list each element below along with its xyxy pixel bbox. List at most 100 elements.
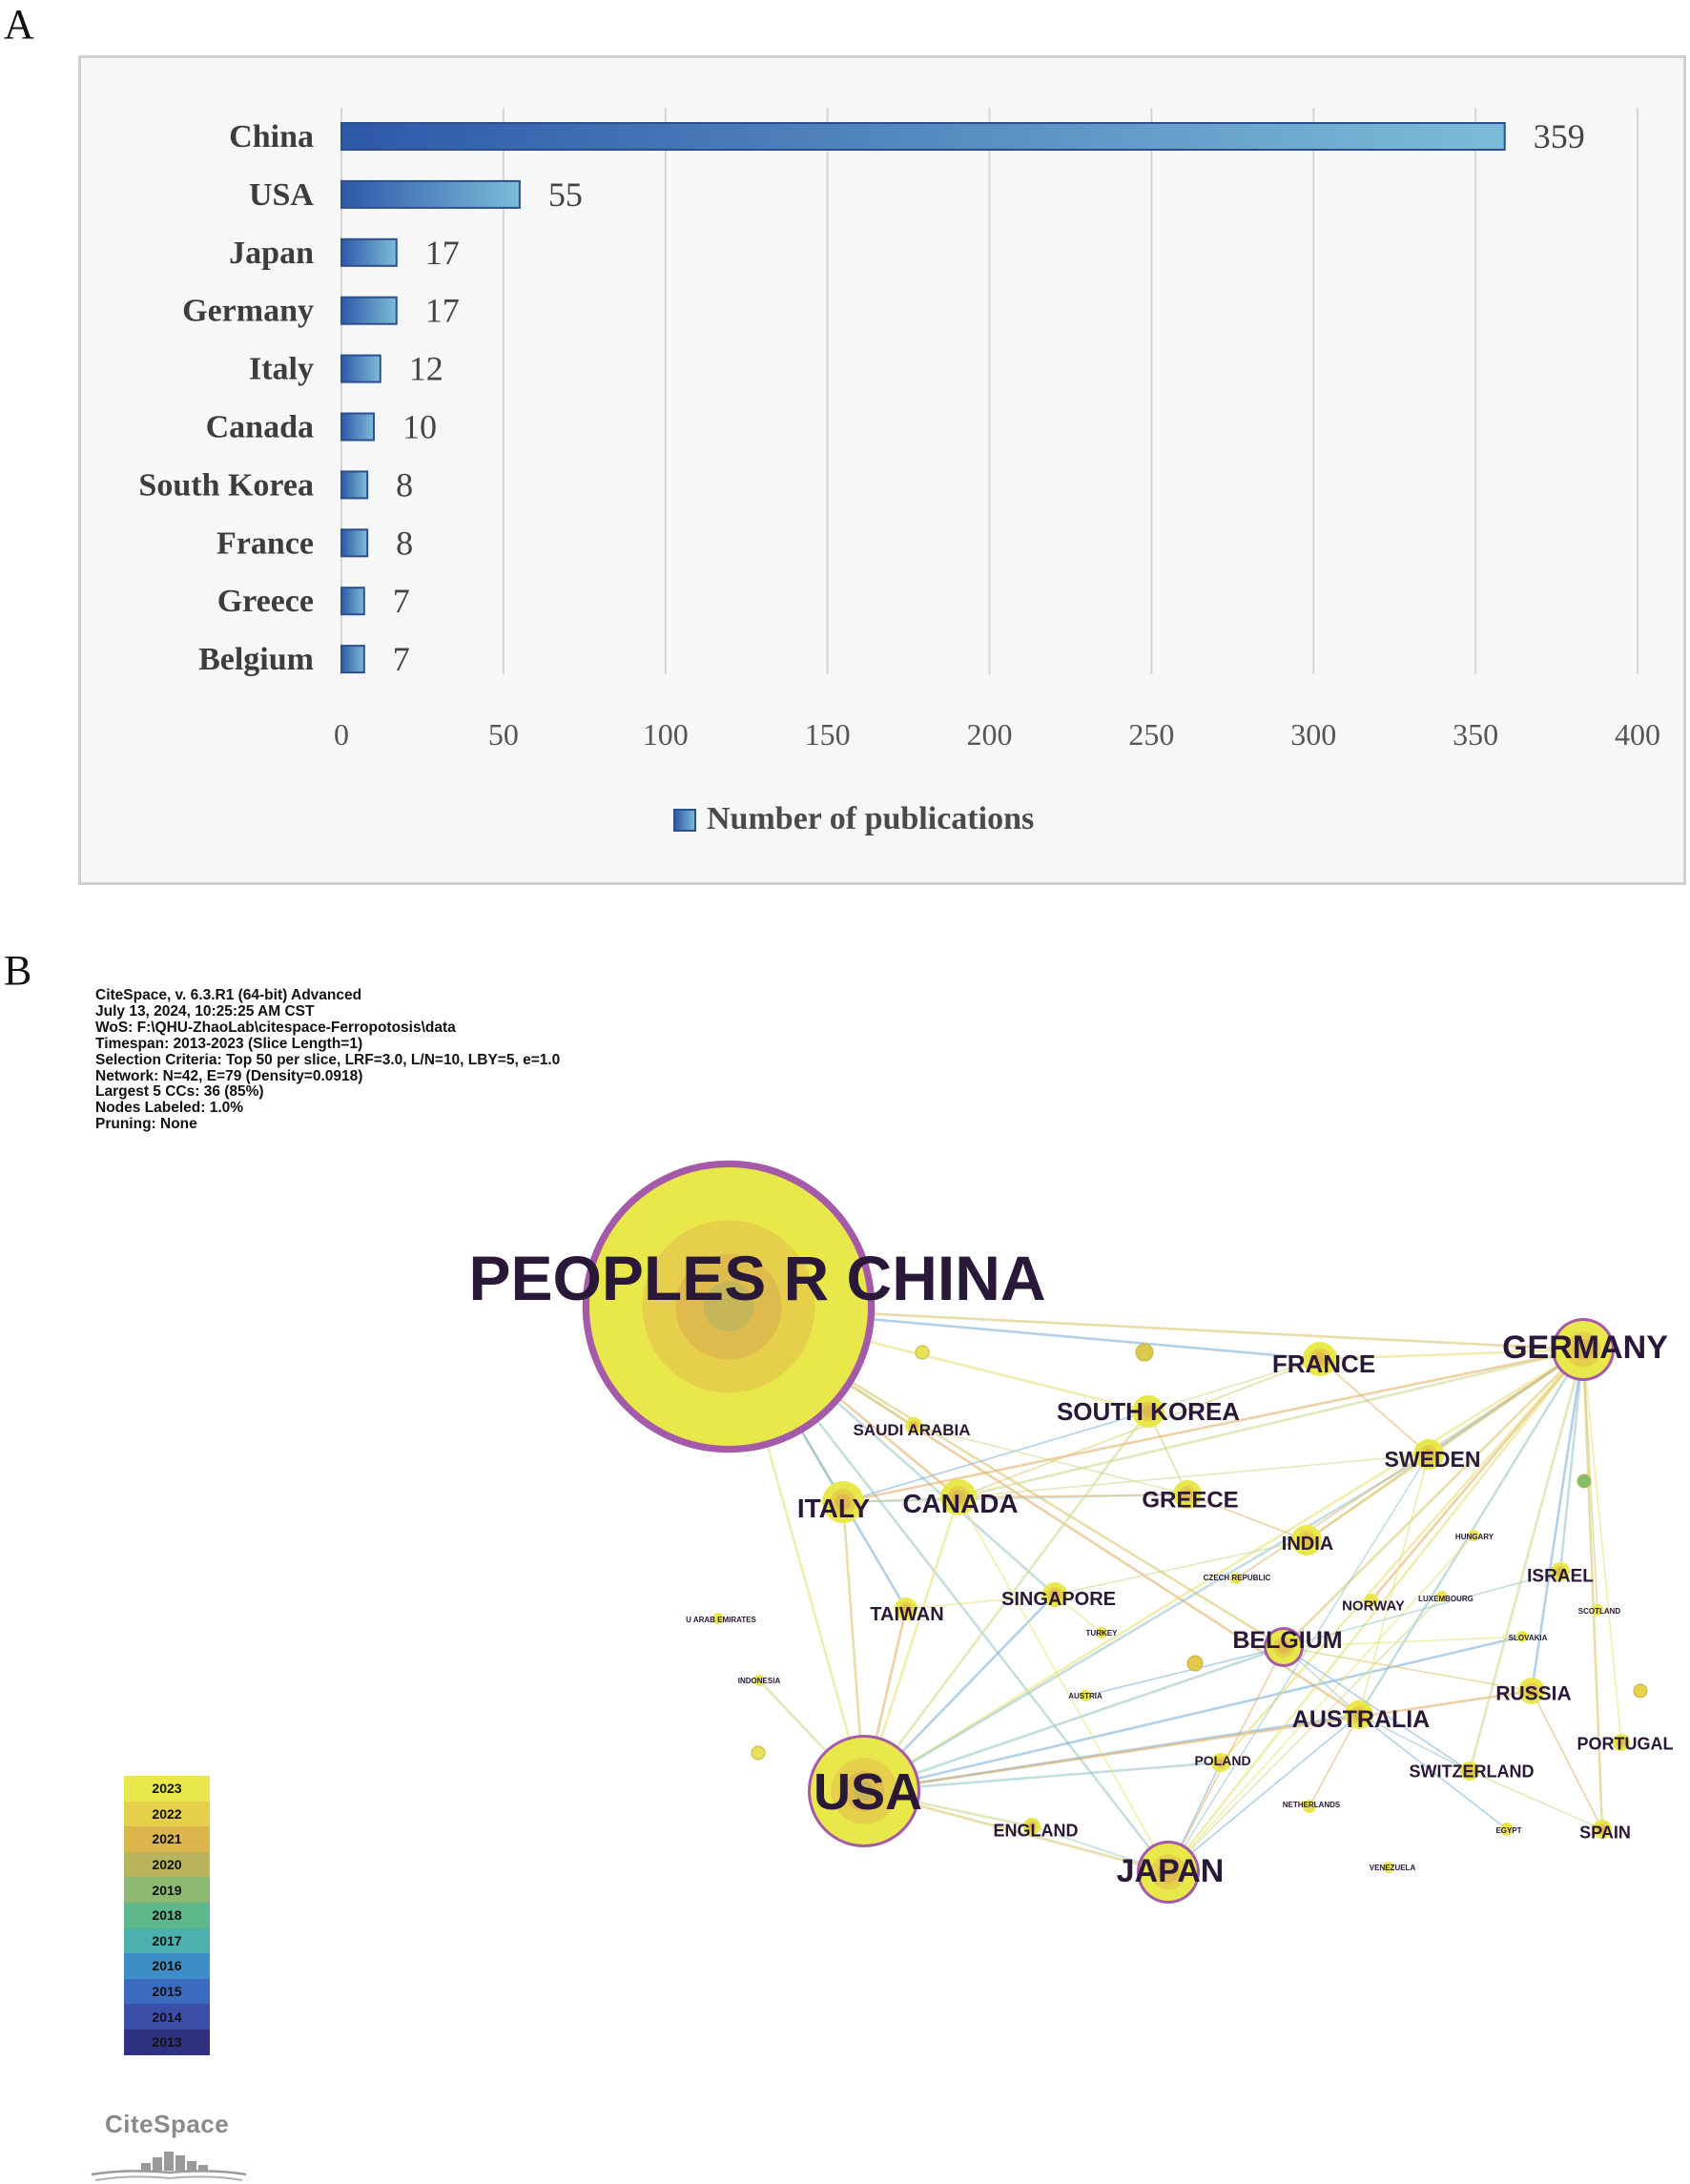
data-label: 7 xyxy=(393,582,410,620)
bar xyxy=(340,354,381,383)
logo-text: CiteSpace xyxy=(105,2110,230,2138)
edge xyxy=(1358,1453,1430,1716)
network-node xyxy=(808,1735,920,1847)
data-label: 359 xyxy=(1534,117,1585,155)
node-label: AUSTRALIA xyxy=(1292,1706,1430,1733)
node-label: JAPAN xyxy=(1117,1853,1225,1889)
network-node xyxy=(1593,1820,1612,1839)
node-ring-2021 xyxy=(1572,1338,1595,1361)
network-node xyxy=(940,1479,977,1515)
edge xyxy=(1358,1714,1471,1772)
edge xyxy=(958,1358,1321,1498)
category-label: Canada xyxy=(206,410,314,445)
header-line: Network: N=42, E=79 (Density=0.0918) xyxy=(95,1067,363,1084)
node-label: BELGIUM xyxy=(1232,1627,1342,1654)
header-line: Selection Criteria: Top 50 per slice, LR… xyxy=(95,1051,561,1068)
edge xyxy=(1186,1494,1308,1541)
x-tick-label: 250 xyxy=(1128,717,1174,752)
country-network: PEOPLES R CHINA GERMANY FRANCE SOUTH KOREA S… xyxy=(468,1160,1674,1904)
header-line: Nodes Labeled: 1.0% xyxy=(95,1100,244,1117)
node-ring-2021 xyxy=(1422,1448,1435,1461)
network-node xyxy=(822,1481,864,1523)
edge xyxy=(958,1453,1430,1498)
node-ring-2021 xyxy=(1142,1405,1155,1418)
bar-chart-panel: 0 50 100 150 200 250 300 350 400 China 359 USA 55 Jap… xyxy=(78,55,1686,885)
data-label: 17 xyxy=(425,292,460,330)
node-label: CZECH REPUBLIC xyxy=(1204,1574,1271,1582)
node-labels: PEOPLES R CHINA GERMANY FRANCE SOUTH KOREA S… xyxy=(468,1243,1673,1889)
node-ring-2021 xyxy=(835,1494,852,1511)
legend-year: 2021 xyxy=(124,1826,210,1852)
node-ring-2021 xyxy=(1182,1489,1193,1500)
nodes xyxy=(582,1160,1648,1904)
bar xyxy=(340,122,1506,151)
header-line: WoS: F:\QHU-ZhaoLab\citespace-Ferropotos… xyxy=(95,1019,456,1036)
edge xyxy=(1319,1348,1584,1361)
node-label: LUXEMBOURG xyxy=(1418,1595,1474,1603)
network-node xyxy=(1413,1439,1444,1470)
node-label: TURKEY xyxy=(1086,1629,1119,1638)
node-label: U ARAB EMIRATES xyxy=(686,1616,756,1624)
edge xyxy=(913,1425,1188,1495)
node-label: USA xyxy=(814,1763,922,1821)
legend-year: 2023 xyxy=(124,1776,210,1802)
x-tick-label: 0 xyxy=(334,717,349,752)
node-label: GERMANY xyxy=(1502,1329,1668,1366)
legend-year: 2022 xyxy=(124,1801,210,1827)
node-ring-2021 xyxy=(1556,1568,1564,1576)
edge xyxy=(842,1348,1584,1504)
edge xyxy=(1167,1535,1474,1873)
legend-swatch xyxy=(673,809,696,832)
node-ring-2021 xyxy=(1618,1739,1625,1746)
node-label: SOUTH KOREA xyxy=(1057,1397,1240,1426)
header-line: Pruning: None xyxy=(95,1116,197,1133)
edge xyxy=(863,1761,1222,1793)
node-ring-2021 xyxy=(1157,1861,1180,1884)
x-tick-label: 100 xyxy=(643,717,689,752)
edge xyxy=(1167,1453,1430,1873)
node-label: INDONESIA xyxy=(738,1677,781,1685)
network-node xyxy=(1137,1841,1200,1904)
node-label: ITALY xyxy=(797,1494,871,1523)
edges xyxy=(727,1305,1622,1874)
node-label: VENEZUELA xyxy=(1370,1864,1416,1872)
header-line: July 13, 2024, 10:25:25 AM CST xyxy=(95,1002,315,1020)
edge xyxy=(1319,1358,1430,1455)
legend-year: 2017 xyxy=(124,1927,210,1954)
node-label: PORTUGAL xyxy=(1577,1734,1674,1753)
node-label: SCOTLAND xyxy=(1578,1607,1621,1616)
network-node xyxy=(1365,1594,1378,1607)
network-node xyxy=(1186,1655,1204,1672)
network-node xyxy=(1230,1573,1242,1584)
node-ring-2021 xyxy=(1300,1534,1313,1547)
edge xyxy=(958,1494,1188,1498)
category-label: USA xyxy=(249,177,314,213)
bar xyxy=(340,296,398,325)
network-node xyxy=(1211,1753,1230,1772)
legend-year: 2018 xyxy=(124,1902,210,1928)
node-label: SAUDI ARABIA xyxy=(853,1421,970,1439)
bar xyxy=(340,470,369,500)
x-tick-label: 150 xyxy=(805,717,851,752)
network-node xyxy=(1264,1627,1304,1667)
network-node xyxy=(1291,1525,1322,1556)
network-node xyxy=(712,1613,724,1624)
citespace-header: CiteSpace, v. 6.3.R1 (64-bit) Advanced J… xyxy=(95,987,561,1133)
node-label: PEOPLES R CHINA xyxy=(468,1243,1045,1313)
node-label: SWITZERLAND xyxy=(1410,1762,1535,1781)
edge xyxy=(1167,1714,1360,1873)
edge xyxy=(1283,1571,1561,1648)
network-node xyxy=(1592,1604,1603,1616)
bar xyxy=(340,528,369,558)
data-label: 8 xyxy=(396,465,413,504)
network-node xyxy=(1613,1734,1630,1751)
node-ring-2023 xyxy=(1365,1594,1378,1607)
network-node xyxy=(1303,1342,1337,1376)
edge xyxy=(1283,1349,1584,1648)
edge xyxy=(863,1348,1584,1793)
x-tick-label: 350 xyxy=(1453,717,1498,752)
network-node xyxy=(1552,1318,1615,1381)
legend-year: 2013 xyxy=(124,2029,210,2055)
node-ring-2023 xyxy=(1230,1573,1242,1584)
node-ring-2023 xyxy=(753,1675,765,1686)
